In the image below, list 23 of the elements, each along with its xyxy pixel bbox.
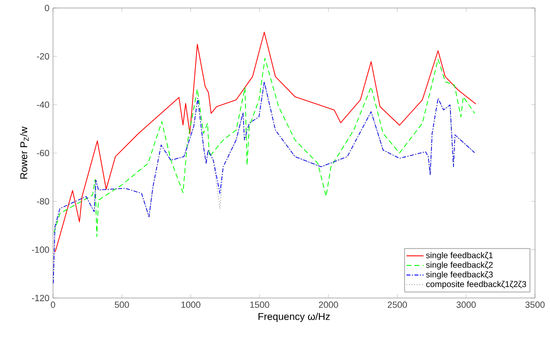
legend-label: single feedbackζ1 xyxy=(426,252,493,260)
y-tick-label: -80 xyxy=(36,198,50,205)
y-tick-label: -20 xyxy=(36,53,50,60)
legend-label: single feedbackζ3 xyxy=(426,271,493,280)
line-series xyxy=(54,58,476,238)
legend-label: composite feedbackζ1ζ2ζ3 xyxy=(426,280,526,289)
x-tick-label: 0 xyxy=(50,302,56,308)
y-tick-label: -100 xyxy=(32,246,50,253)
x-tick-label: 500 xyxy=(114,302,129,308)
x-tick-label: 3500 xyxy=(525,302,545,308)
legend-label: single feedbackζ2 xyxy=(426,262,493,270)
x-tick-label: 3000 xyxy=(456,302,476,308)
y-tick-label: -120 xyxy=(32,294,50,302)
x-tick-label: 2500 xyxy=(388,302,407,308)
x-axis-title: Frequency ω/Hz xyxy=(258,312,330,322)
x-tick-label: 1500 xyxy=(250,302,270,308)
x-tick-label: 2000 xyxy=(318,302,338,308)
y-tick-label: -60 xyxy=(36,150,50,156)
y-tick-label: 0 xyxy=(44,4,50,12)
x-tick-label: 1000 xyxy=(181,302,200,308)
y-axis-title: Rower P$_{Z}$/w xyxy=(20,126,29,179)
y-tick-label: -40 xyxy=(36,101,50,108)
line-series xyxy=(54,32,476,252)
